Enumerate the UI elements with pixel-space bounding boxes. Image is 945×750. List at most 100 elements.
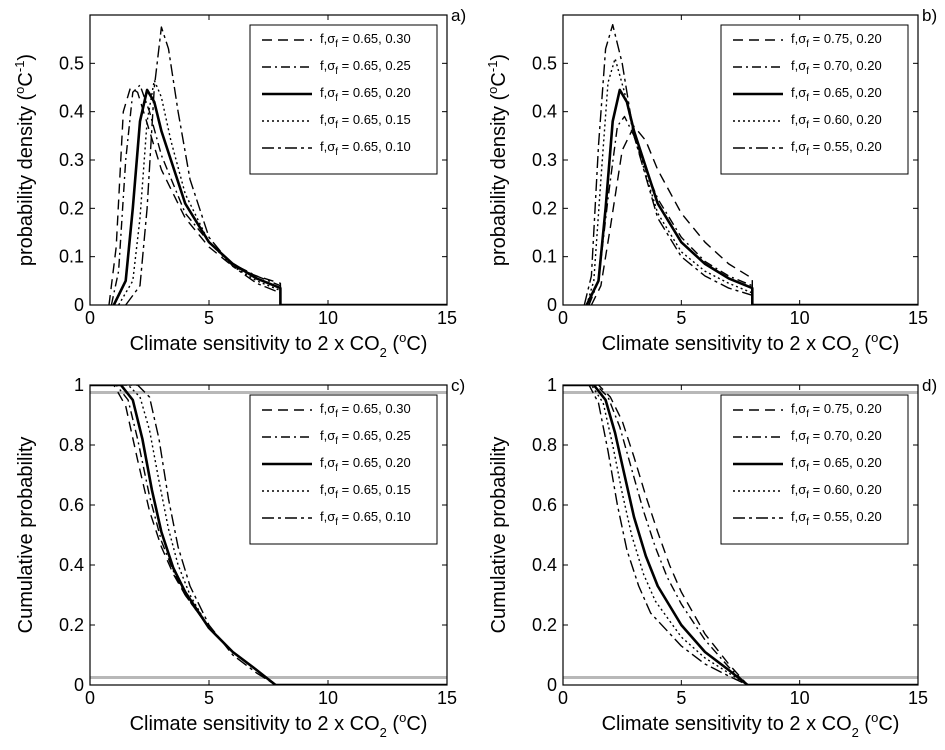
y-tick-label: 0.4 — [59, 555, 84, 575]
x-axis-label: Climate sensitivity to 2 x CO2 (oC) — [130, 710, 428, 740]
x-tick-label: 10 — [790, 688, 810, 708]
series-line-4 — [90, 385, 447, 685]
y-tick-label: 0.8 — [59, 435, 84, 455]
series-line-2 — [90, 385, 447, 685]
legend-entry: f,σf = 0.65, 0.15 — [320, 482, 411, 501]
series-line-3 — [585, 88, 918, 305]
x-tick-label: 10 — [318, 688, 338, 708]
x-tick-label: 15 — [437, 308, 457, 328]
legend-entry: f,σf = 0.65, 0.20 — [320, 85, 411, 104]
y-tick-label: 0 — [74, 675, 84, 695]
y-tick-label: 0.2 — [59, 198, 84, 218]
x-tick-label: 0 — [558, 688, 568, 708]
x-tick-label: 0 — [85, 308, 95, 328]
x-tick-label: 15 — [908, 308, 928, 328]
legend-entry: f,σf = 0.75, 0.20 — [791, 31, 882, 50]
legend-entry: f,σf = 0.65, 0.25 — [320, 428, 411, 447]
legend-entry: f,σf = 0.70, 0.20 — [791, 428, 882, 447]
y-axis-label: Cumulative probability — [488, 437, 510, 634]
series-line-4 — [117, 79, 447, 305]
x-tick-label: 15 — [437, 688, 457, 708]
series-line-2 — [563, 385, 918, 685]
panel-letter: d) — [922, 376, 937, 395]
y-tick-label: 0.2 — [532, 198, 557, 218]
y-tick-label: 0 — [547, 295, 557, 315]
series-line-5 — [563, 385, 918, 685]
y-axis-label: probability density (oC-1) — [485, 54, 510, 266]
series-line-2 — [110, 84, 447, 305]
x-tick-label: 0 — [558, 308, 568, 328]
legend-entry: f,σf = 0.65, 0.10 — [320, 139, 411, 158]
y-tick-label: 0.5 — [532, 53, 557, 73]
legend-box — [249, 394, 438, 545]
legend-entry: f,σf = 0.65, 0.20 — [791, 455, 882, 474]
y-tick-label: 1 — [74, 375, 84, 395]
legend: f,σf = 0.75, 0.20 f,σf = 0.70, 0.20 f,σf =… — [720, 24, 909, 175]
x-tick-label: 5 — [676, 308, 686, 328]
y-axis-label: Cumulative probability — [15, 437, 37, 634]
legend-entry: f,σf = 0.75, 0.20 — [791, 401, 882, 420]
panel-letter: b) — [922, 6, 937, 25]
series-line-5 — [583, 24, 918, 305]
y-tick-label: 0.1 — [59, 247, 84, 267]
x-tick-label: 5 — [204, 308, 214, 328]
panel-letter: a) — [451, 6, 466, 25]
series-line-1 — [590, 125, 918, 305]
y-tick-label: 0.5 — [59, 53, 84, 73]
series-line-1 — [108, 86, 447, 305]
legend-entry: f,σf = 0.65, 0.10 — [320, 509, 411, 528]
legend-entry: f,σf = 0.65, 0.30 — [320, 31, 411, 50]
x-tick-label: 5 — [676, 688, 686, 708]
legend-entry: f,σf = 0.55, 0.20 — [791, 509, 882, 528]
y-tick-label: 0.2 — [532, 615, 557, 635]
legend-entry: f,σf = 0.65, 0.15 — [320, 112, 411, 131]
x-axis-label: Climate sensitivity to 2 x CO2 (oC) — [602, 710, 900, 740]
y-tick-label: 0.1 — [532, 247, 557, 267]
plot-frame — [562, 384, 919, 686]
x-tick-label: 10 — [318, 308, 338, 328]
chart-panel-a: 0 5 10 15 0 0.1 0.2 0.3 0.4 0.5 Climate sensitivit… — [12, 6, 466, 360]
y-tick-label: 0.8 — [532, 435, 557, 455]
legend-entry: f,σf = 0.65, 0.25 — [320, 58, 411, 77]
series-line-4 — [563, 385, 918, 685]
x-tick-label: 15 — [908, 688, 928, 708]
y-tick-label: 1 — [547, 375, 557, 395]
x-axis-label: Climate sensitivity to 2 x CO2 (oC) — [602, 330, 900, 360]
x-tick-label: 5 — [204, 688, 214, 708]
x-tick-label: 0 — [85, 688, 95, 708]
legend-box — [720, 24, 909, 175]
y-axis-label: probability density (oC-1) — [12, 54, 37, 266]
legend: f,σf = 0.65, 0.30 f,σf = 0.65, 0.25 f,σf =… — [249, 24, 438, 175]
y-tick-label: 0.4 — [59, 102, 84, 122]
y-tick-label: 0.3 — [532, 150, 557, 170]
chart-panel-b: 0 5 10 15 0 0.1 0.2 0.3 0.4 0.5 Climate sensitivit… — [485, 6, 937, 360]
legend-entry: f,σf = 0.65, 0.30 — [320, 401, 411, 420]
y-tick-label: 0 — [547, 675, 557, 695]
y-tick-label: 0.6 — [59, 495, 84, 515]
legend-entry: f,σf = 0.60, 0.20 — [791, 112, 882, 131]
series-line-5 — [125, 26, 447, 305]
legend: f,σf = 0.75, 0.20 f,σf = 0.70, 0.20 f,σf =… — [720, 394, 909, 545]
series-line-5 — [90, 385, 447, 685]
legend-entry: f,σf = 0.60, 0.20 — [791, 482, 882, 501]
chart-panel-d: 0 5 10 15 0 0.2 0.4 0.6 0.8 1 Climate sensitivity … — [488, 375, 937, 740]
legend-box — [249, 24, 438, 175]
y-tick-label: 0.3 — [59, 150, 84, 170]
series-line-3 — [563, 385, 918, 685]
panel-letter: c) — [451, 376, 465, 395]
legend-entry: f,σf = 0.70, 0.20 — [791, 58, 882, 77]
y-tick-label: 0.4 — [532, 555, 557, 575]
y-tick-label: 0.4 — [532, 102, 557, 122]
legend-box — [720, 394, 909, 545]
x-axis-label: Climate sensitivity to 2 x CO2 (oC) — [130, 330, 428, 360]
chart-panel-c: 0 5 10 15 0 0.2 0.4 0.6 0.8 1 Climate sensitivity … — [15, 375, 465, 740]
x-tick-label: 10 — [790, 308, 810, 328]
y-tick-label: 0.6 — [532, 495, 557, 515]
legend: f,σf = 0.65, 0.30 f,σf = 0.65, 0.25 f,σf =… — [249, 394, 438, 545]
legend-entry: f,σf = 0.65, 0.20 — [320, 455, 411, 474]
plot-frame — [89, 384, 448, 686]
y-tick-label: 0.2 — [59, 615, 84, 635]
legend-entry: f,σf = 0.65, 0.20 — [791, 85, 882, 104]
y-tick-label: 0 — [74, 295, 84, 315]
